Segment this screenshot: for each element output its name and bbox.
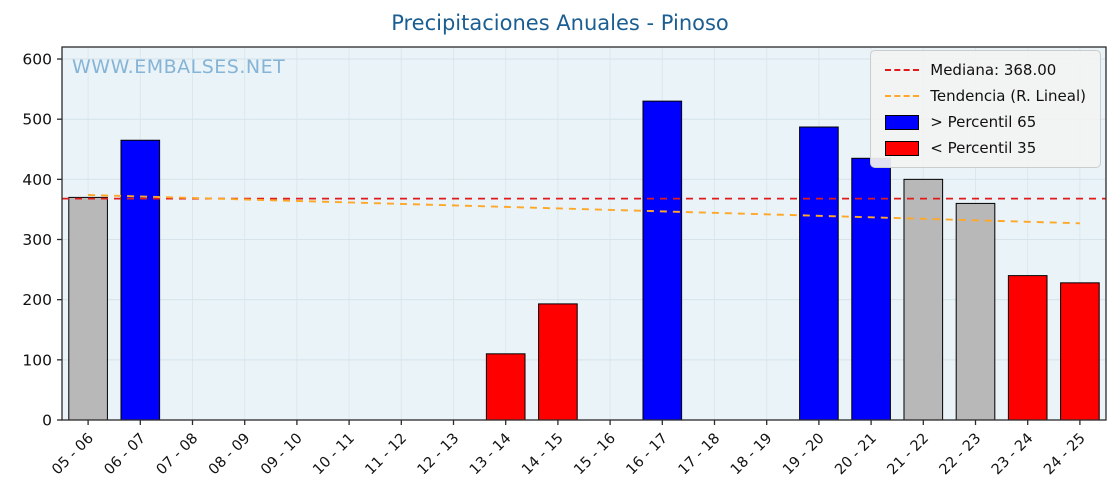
legend-item-trend: Tendencia (R. Lineal) [885,87,1086,105]
y-tick-label: 400 [22,171,52,189]
x-tick-label: 13 - 14 [467,431,515,479]
above-percentile-swatch [885,114,920,130]
y-tick-label: 500 [22,111,52,129]
bar-13-14 [485,353,526,421]
x-tick-label: 19 - 20 [780,431,828,479]
x-tick-label: 15 - 16 [571,431,619,479]
bar-22-23 [955,202,996,421]
legend-above-label: > Percentil 65 [930,113,1037,131]
x-tick-label: 14 - 15 [519,431,567,479]
legend-item-above-percentile: > Percentil 65 [885,113,1086,131]
x-tick-label: 07 - 08 [154,431,202,479]
median-line-swatch [885,69,920,71]
x-tick-label: 05 - 06 [49,431,97,479]
chart-legend: Mediana: 368.00 Tendencia (R. Lineal) > … [870,50,1101,168]
legend-median-label: Mediana: 368.00 [930,61,1057,79]
bar-20-21 [851,157,891,421]
y-tick-label: 100 [22,351,52,369]
y-tick-label: 300 [22,231,52,249]
x-tick-label: 17 - 18 [676,431,724,479]
bar-24-25 [1060,282,1100,421]
below-percentile-swatch [885,140,920,156]
legend-below-label: < Percentil 35 [930,139,1037,157]
x-tick-label: 21 - 22 [884,431,932,479]
trend-line-swatch [885,95,920,97]
bar-14-15 [538,303,578,421]
x-tick-label: 06 - 07 [101,431,149,479]
y-tick-label: 0 [42,412,52,430]
x-tick-label: 08 - 09 [206,431,254,479]
legend-trend-label: Tendencia (R. Lineal) [930,87,1086,105]
y-tick-label: 600 [22,51,52,69]
legend-item-below-percentile: < Percentil 35 [885,139,1086,157]
y-tick-label: 200 [22,291,52,309]
x-tick-label: 10 - 11 [310,431,358,479]
watermark-text: WWW.EMBALSES.NET [72,56,286,78]
x-tick-label: 24 - 25 [1041,431,1089,479]
bar-19-20 [799,126,839,421]
bar-16-17 [642,100,683,421]
x-tick-label: 18 - 19 [728,431,776,479]
bar-05-06 [68,196,108,421]
axes-frame [61,46,1107,421]
x-tick-label: 16 - 17 [623,431,671,479]
x-tick-label: 20 - 21 [832,431,880,479]
bar-21-22 [903,178,944,421]
legend-item-median: Mediana: 368.00 [885,61,1086,79]
x-tick-label: 09 - 10 [258,431,306,479]
bar-06-07 [120,139,161,421]
x-tick-label: 22 - 23 [937,431,985,479]
x-tick-label: 23 - 24 [989,431,1037,479]
chart-title: Precipitaciones Anuales - Pinoso [391,11,729,35]
bar-23-24 [1007,275,1048,421]
x-tick-label: 11 - 12 [362,431,410,479]
trend-line [88,194,1080,225]
x-tick-label: 12 - 13 [415,431,463,479]
